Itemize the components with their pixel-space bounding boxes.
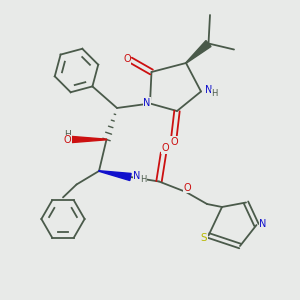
Text: H: H <box>212 89 218 98</box>
Text: O: O <box>64 135 71 145</box>
Text: N: N <box>260 219 267 230</box>
Text: N: N <box>134 171 141 182</box>
Text: O: O <box>161 143 169 153</box>
Polygon shape <box>186 40 211 63</box>
Text: S: S <box>200 233 207 243</box>
Text: O: O <box>123 54 131 64</box>
Text: H: H <box>140 176 147 184</box>
Text: H: H <box>64 130 71 139</box>
Polygon shape <box>69 136 106 143</box>
Text: N: N <box>143 98 151 108</box>
Polygon shape <box>99 171 131 181</box>
Text: O: O <box>183 183 191 193</box>
Text: O: O <box>170 137 178 147</box>
Text: N: N <box>205 85 212 95</box>
